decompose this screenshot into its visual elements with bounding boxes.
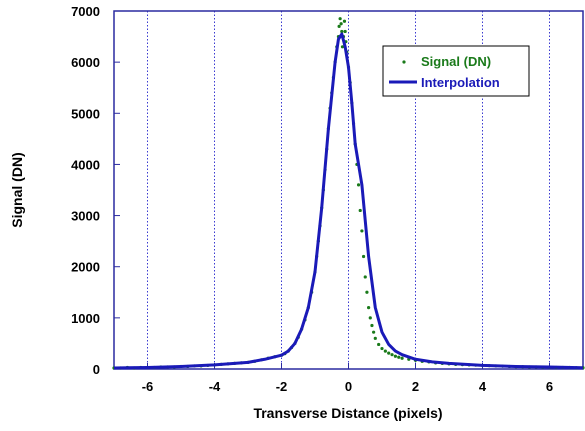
x-tick-label: 4 [479,379,487,394]
y-tick-label: 1000 [71,311,100,326]
signal-point [400,356,404,360]
signal-point [343,29,347,34]
signal-point [339,22,343,26]
signal-point [342,19,347,23]
y-tick-label: 3000 [71,209,100,224]
y-tick-label: 7000 [71,4,100,19]
legend-signal-marker [402,60,406,64]
interpolation-line [113,32,584,370]
signal-point [383,349,387,353]
x-tick-label: 2 [412,379,419,394]
signal-point [397,355,401,359]
signal-point [363,275,367,279]
x-tick-label: 6 [546,379,553,394]
signal-point [380,346,384,351]
x-tick-label: -6 [142,379,154,394]
signal-point [370,323,374,328]
legend-signal-label: Signal (DN) [421,54,491,69]
x-tick-label: -4 [209,379,221,394]
y-tick-label: 5000 [71,106,100,121]
legend-box [382,45,530,97]
signal-point [373,336,377,340]
x-axis-label: Transverse Distance (pixels) [253,405,442,421]
signal-point [338,17,342,21]
signal-point [337,24,341,28]
y-tick-marks [114,10,120,370]
x-tick-label: 0 [345,379,352,394]
signal-point [356,183,361,187]
legend-interpolation-label: Interpolation [421,75,500,90]
legend: Signal (DN) Interpolation [382,45,530,97]
signal-point [340,45,345,49]
y-axis-label: Signal (DN) [9,152,25,227]
signal-point [372,330,376,334]
signal-point [360,229,364,233]
signal-point [393,354,397,358]
signal-point [361,254,366,259]
signal-point [365,290,369,294]
y-tick-label: 4000 [71,157,100,172]
signal-point [387,351,391,355]
signal-point [358,208,362,213]
signal-point [390,353,394,357]
x-tick-labels: -6 -4 -2 0 2 4 6 [142,379,553,394]
y-tick-label: 0 [93,362,100,377]
signal-point [340,29,344,34]
y-tick-labels: 0 1000 2000 3000 4000 5000 6000 7000 [71,4,100,377]
signal-point [368,316,372,320]
x-tick-label: -2 [276,379,288,394]
y-tick-label: 2000 [71,260,100,275]
y-tick-label: 6000 [71,55,100,70]
signal-point [377,342,381,347]
signal-point [367,306,371,310]
